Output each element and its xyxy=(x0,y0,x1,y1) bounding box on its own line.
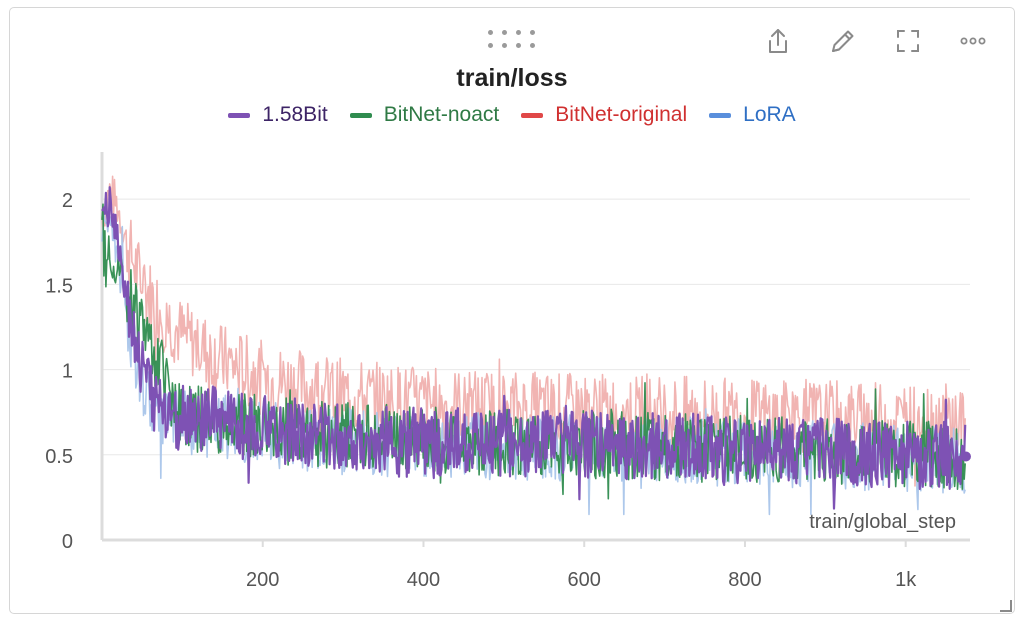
legend-item[interactable]: LoRA xyxy=(709,103,796,127)
more-options-icon[interactable] xyxy=(958,26,988,56)
series-end-marker xyxy=(960,451,971,462)
legend-label: BitNet-noact xyxy=(383,103,500,126)
legend-item[interactable]: 1.58Bit xyxy=(228,103,328,127)
x-tick-label: 600 xyxy=(568,569,601,591)
legend-swatch xyxy=(521,112,544,118)
chart-panel xyxy=(9,7,1015,614)
y-tick-label: 2 xyxy=(62,190,73,212)
legend-label: 1.58Bit xyxy=(262,103,328,126)
y-tick-label: 1 xyxy=(62,361,73,383)
drag-handle-icon[interactable] xyxy=(488,30,538,52)
x-tick-label: 800 xyxy=(728,569,761,591)
legend-label: LoRA xyxy=(743,103,796,126)
legend-swatch xyxy=(709,112,732,118)
legend-swatch xyxy=(228,112,251,118)
x-axis-label: train/global_step xyxy=(809,511,956,533)
resize-handle-icon[interactable] xyxy=(1000,600,1012,612)
y-tick-label: 0 xyxy=(62,531,73,553)
fullscreen-icon[interactable] xyxy=(893,26,923,56)
legend-item[interactable]: BitNet-noact xyxy=(349,103,500,127)
chart-title: train/loss xyxy=(456,64,568,92)
legend-swatch xyxy=(349,112,372,118)
share-icon[interactable] xyxy=(763,26,793,56)
edit-icon[interactable] xyxy=(828,26,858,56)
y-tick-label: 1.5 xyxy=(45,275,73,297)
legend-label: BitNet-original xyxy=(555,103,688,126)
x-tick-label: 200 xyxy=(246,569,279,591)
y-tick-label: 0.5 xyxy=(45,446,73,468)
x-tick-label: 400 xyxy=(407,569,440,591)
chart-legend: 1.58Bit BitNet-noact BitNet-original LoRA xyxy=(0,103,1024,127)
legend-item[interactable]: BitNet-original xyxy=(521,103,687,127)
series-line-1-58bit xyxy=(101,186,967,510)
x-tick-label: 1k xyxy=(895,569,917,591)
